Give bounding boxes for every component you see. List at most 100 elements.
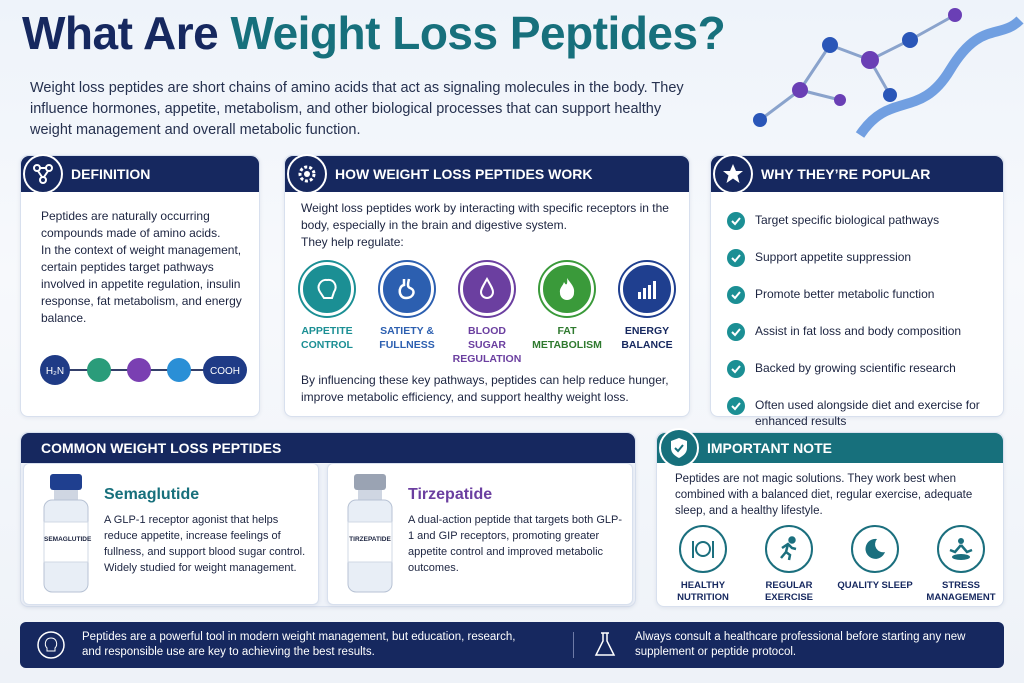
definition-heading: DEFINITION (71, 166, 151, 182)
pathway-label: ENERGY BALANCE (621, 325, 673, 351)
page-title: What Are Weight Loss Peptides? (22, 6, 726, 60)
title-lead: What Are (22, 7, 219, 59)
pathway-icon (380, 262, 434, 316)
popular-item: Promote better metabolic function (727, 286, 997, 308)
pathway: FAT METABOLISM (527, 262, 607, 366)
vial: SEMAGLUTIDE (38, 474, 94, 594)
popular-text: Target specific biological pathways (755, 213, 940, 227)
footer-divider (573, 632, 574, 658)
note-text: Peptides are not magic solutions. They w… (675, 473, 973, 517)
note-icon (659, 428, 699, 468)
popular-list: Target specific biological pathways Suppo… (727, 212, 997, 444)
tip-label: QUALITY SLEEP (837, 580, 913, 591)
check-icon (727, 212, 745, 234)
chain-end: COOH (210, 366, 240, 377)
footer: Peptides are a powerful tool in modern w… (20, 622, 1004, 668)
peptide-card: SEMAGLUTIDE Semaglutide A GLP-1 receptor a… (23, 463, 319, 605)
footer-left: Peptides are a powerful tool in modern w… (82, 631, 516, 658)
peptide-name: Semaglutide (104, 486, 200, 503)
title-accent: Weight Loss Peptides? (230, 7, 726, 59)
tip-label: STRESS MANAGEMENT (926, 580, 996, 603)
popular-text: Support appetite suppression (755, 250, 912, 264)
tip-icon (851, 525, 899, 573)
note-header: IMPORTANT NOTE (657, 428, 1003, 468)
pathway-label: BLOOD SUGAR REGULATION (452, 325, 522, 365)
common-header: COMMON WEIGHT LOSS PEPTIDES (21, 433, 635, 463)
popular-header: WHY THEY’RE POPULAR (711, 154, 1003, 194)
definition-card: DEFINITION Peptides are naturally occurr… (20, 154, 260, 417)
pathway-row: APPETITE CONTROL SATIETY & FULLNESS BLOOD … (287, 262, 687, 366)
pathway-label: APPETITE CONTROL (301, 325, 353, 351)
bulb-icon (37, 631, 65, 659)
peptide-description: A GLP-1 receptor agonist that helps redu… (104, 514, 306, 574)
common-heading: COMMON WEIGHT LOSS PEPTIDES (41, 440, 282, 456)
check-icon (727, 360, 745, 382)
how-header: HOW WEIGHT LOSS PEPTIDES WORK (285, 154, 689, 194)
popular-heading: WHY THEY’RE POPULAR (761, 166, 931, 182)
popular-text: Often used alongside diet and exercise f… (755, 398, 980, 428)
note-card: IMPORTANT NOTE Peptides are not magic so… (656, 428, 1004, 607)
definition-body: Peptides are naturally occurring compoun… (41, 208, 251, 327)
tip: QUALITY SLEEP (835, 525, 915, 604)
peptide-description: A dual-action peptide that targets both … (408, 514, 623, 574)
popular-text: Backed by growing scientific research (755, 361, 956, 375)
how-heading: HOW WEIGHT LOSS PEPTIDES WORK (335, 166, 593, 182)
tip-label: HEALTHY NUTRITION (677, 580, 729, 603)
definition-paragraph: In the context of weight management, cer… (41, 243, 242, 325)
tip: STRESS MANAGEMENT (921, 525, 1001, 604)
popular-item: Support appetite suppression (727, 249, 997, 271)
check-icon (727, 397, 745, 419)
pathway: ENERGY BALANCE (607, 262, 687, 366)
peptide-name: Tirzepatide (408, 486, 493, 503)
peptide-card: TIRZEPATIDE Tirzepatide A dual-action pept… (327, 463, 633, 605)
chain-start: H₂N (46, 366, 64, 377)
definition-icon (23, 154, 63, 194)
how-intro-text: Weight loss peptides work by interacting… (301, 201, 669, 232)
intro: Weight loss peptides are short chains of… (30, 80, 684, 138)
popular-icon (713, 154, 753, 194)
popular-text: Promote better metabolic function (755, 287, 935, 301)
footer-right: Always consult a healthcare professional… (635, 631, 966, 658)
how-outro: By influencing these key pathways, pepti… (301, 373, 669, 404)
check-icon (727, 249, 745, 271)
pathway-icon (620, 262, 674, 316)
vial-label: TIRZEPATIDE (349, 536, 391, 543)
check-icon (727, 323, 745, 345)
popular-item: Assist in fat loss and body composition (727, 323, 997, 345)
popular-item: Target specific biological pathways (727, 212, 997, 234)
tip-icon (937, 525, 985, 573)
popular-text: Assist in fat loss and body composition (755, 324, 962, 338)
flask-icon (594, 632, 616, 656)
pathway-icon (300, 262, 354, 316)
common-card: COMMON WEIGHT LOSS PEPTIDES SEMAGLUTIDE S… (20, 432, 636, 607)
pathway-icon (540, 262, 594, 316)
popular-card: WHY THEY’RE POPULAR Target specific biol… (710, 154, 1004, 428)
vial: TIRZEPATIDE (342, 474, 398, 594)
how-icon (287, 154, 327, 194)
how-card: HOW WEIGHT LOSS PEPTIDES WORK Weight los… (284, 154, 690, 417)
definition-header: DEFINITION (21, 154, 259, 194)
how-intro: Weight loss peptides work by interacting… (301, 200, 671, 251)
pathway-icon (460, 262, 514, 316)
tip-icon (679, 525, 727, 573)
tip-row: HEALTHY NUTRITION REGULAR EXERCISE QUALITY… (663, 525, 1001, 604)
popular-item: Often used alongside diet and exercise f… (727, 397, 997, 429)
molecule-illustration (753, 8, 1024, 138)
how-lead: They help regulate: (301, 235, 404, 249)
pathway: APPETITE CONTROL (287, 262, 367, 366)
tip-label: REGULAR EXERCISE (764, 580, 814, 603)
check-icon (727, 286, 745, 308)
tip: REGULAR EXERCISE (749, 525, 829, 604)
vial-label: SEMAGLUTIDE (44, 536, 92, 543)
pathway: SATIETY & FULLNESS (367, 262, 447, 366)
tip: HEALTHY NUTRITION (663, 525, 743, 604)
pathway: BLOOD SUGAR REGULATION (447, 262, 527, 366)
pathway-label: SATIETY & FULLNESS (379, 325, 435, 351)
popular-item: Backed by growing scientific research (727, 360, 997, 382)
note-heading: IMPORTANT NOTE (707, 440, 832, 456)
definition-paragraph: Peptides are naturally occurring compoun… (41, 209, 221, 240)
pathway-label: FAT METABOLISM (532, 325, 602, 351)
tip-icon (765, 525, 813, 573)
